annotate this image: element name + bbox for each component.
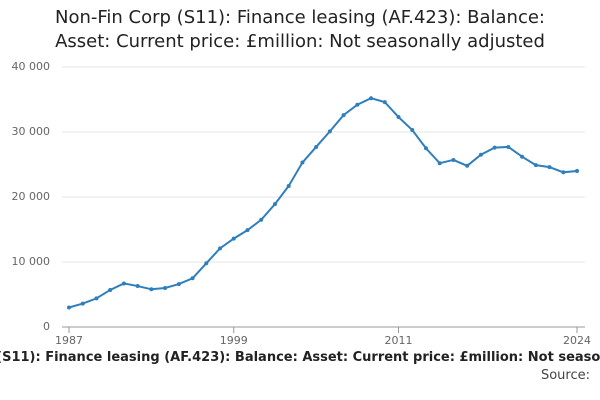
point: [149, 287, 154, 292]
y-tick-label: 30 000: [12, 125, 51, 138]
x-tick-label: 1999: [220, 334, 248, 347]
point: [67, 305, 71, 310]
point: [327, 129, 332, 134]
point: [121, 281, 126, 286]
point: [533, 163, 538, 168]
point: [341, 113, 346, 118]
source: Source:: [540, 368, 590, 383]
point: [80, 301, 85, 306]
point: [492, 145, 497, 150]
point: [478, 152, 483, 157]
x-tick-label: 1987: [55, 334, 83, 347]
x-tick-label: 2011: [385, 334, 413, 347]
x-tick-label: 2024: [563, 334, 591, 347]
line: [68, 97, 578, 309]
point: [231, 236, 236, 241]
point: [94, 296, 99, 301]
point: [561, 170, 566, 175]
point: [300, 160, 305, 165]
point: [272, 202, 277, 207]
y-tick-label: 20 000: [12, 190, 51, 203]
point: [286, 183, 291, 188]
point: [176, 282, 181, 287]
point: [218, 246, 223, 251]
point: [396, 115, 401, 120]
point: [190, 276, 195, 281]
point: [410, 128, 415, 133]
point: [259, 217, 264, 222]
point: [520, 154, 525, 159]
y-tick-label: 0: [43, 320, 50, 333]
chart-title: Non-Fin Corp (S11): Finance leasing (AF.…: [54, 7, 545, 52]
point: [163, 286, 168, 290]
point: [547, 165, 552, 170]
point: [575, 169, 579, 173]
y-tick-label: 40 000: [12, 60, 51, 73]
point: [382, 100, 387, 105]
point: [204, 261, 209, 266]
point: [506, 144, 511, 149]
point: [108, 287, 113, 292]
point: [423, 146, 428, 151]
y-tick-label: 10 000: [12, 255, 51, 268]
footer-title: Non-Fin Corp (S11): Finance leasing (AF.…: [0, 350, 600, 365]
point: [135, 284, 140, 289]
point: [451, 157, 456, 162]
point: [355, 102, 360, 107]
point: [369, 96, 374, 101]
point: [465, 163, 470, 168]
point: [314, 144, 319, 149]
point: [437, 161, 442, 166]
point: [245, 228, 250, 233]
